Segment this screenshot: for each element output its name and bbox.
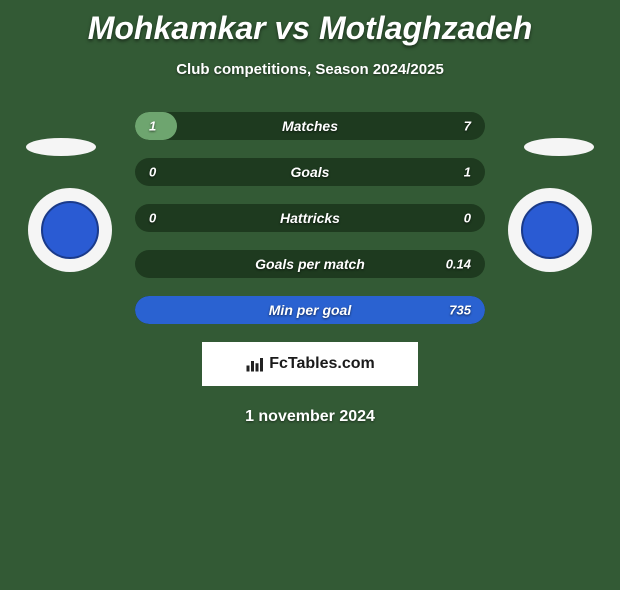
club-badge-left-inner — [41, 201, 99, 259]
flag-left — [26, 138, 96, 156]
club-badge-right — [508, 188, 592, 272]
bar-chart-icon — [245, 355, 263, 373]
stat-label: Matches — [282, 118, 338, 134]
stat-left-value: 1 — [149, 119, 156, 134]
stat-left-value: 0 — [149, 165, 156, 180]
brand-text: FcTables.com — [269, 355, 375, 373]
stat-right-value: 0.14 — [446, 257, 471, 272]
stat-label: Min per goal — [269, 302, 351, 318]
flag-right — [524, 138, 594, 156]
stat-label: Goals — [291, 164, 330, 180]
stat-right-value: 1 — [464, 165, 471, 180]
stat-bar: Goals per match 0.14 — [135, 250, 485, 278]
stat-bar: 1 Matches 7 — [135, 112, 485, 140]
club-badge-left — [28, 188, 112, 272]
club-badge-right-inner — [521, 201, 579, 259]
stat-bar: 0 Goals 1 — [135, 158, 485, 186]
stats-bars: 1 Matches 7 0 Goals 1 0 Hattricks 0 Goal… — [135, 112, 485, 324]
brand-box[interactable]: FcTables.com — [202, 342, 418, 386]
stat-label: Hattricks — [280, 210, 340, 226]
subtitle: Club competitions, Season 2024/2025 — [0, 61, 620, 78]
stat-right-value: 7 — [464, 119, 471, 134]
stat-right-value: 735 — [449, 303, 471, 318]
stat-bar: Min per goal 735 — [135, 296, 485, 324]
date: 1 november 2024 — [0, 408, 620, 426]
page-title: Mohkamkar vs Motlaghzadeh — [0, 10, 620, 47]
stat-right-value: 0 — [464, 211, 471, 226]
stat-bar: 0 Hattricks 0 — [135, 204, 485, 232]
stat-left-value: 0 — [149, 211, 156, 226]
stat-label: Goals per match — [255, 256, 365, 272]
